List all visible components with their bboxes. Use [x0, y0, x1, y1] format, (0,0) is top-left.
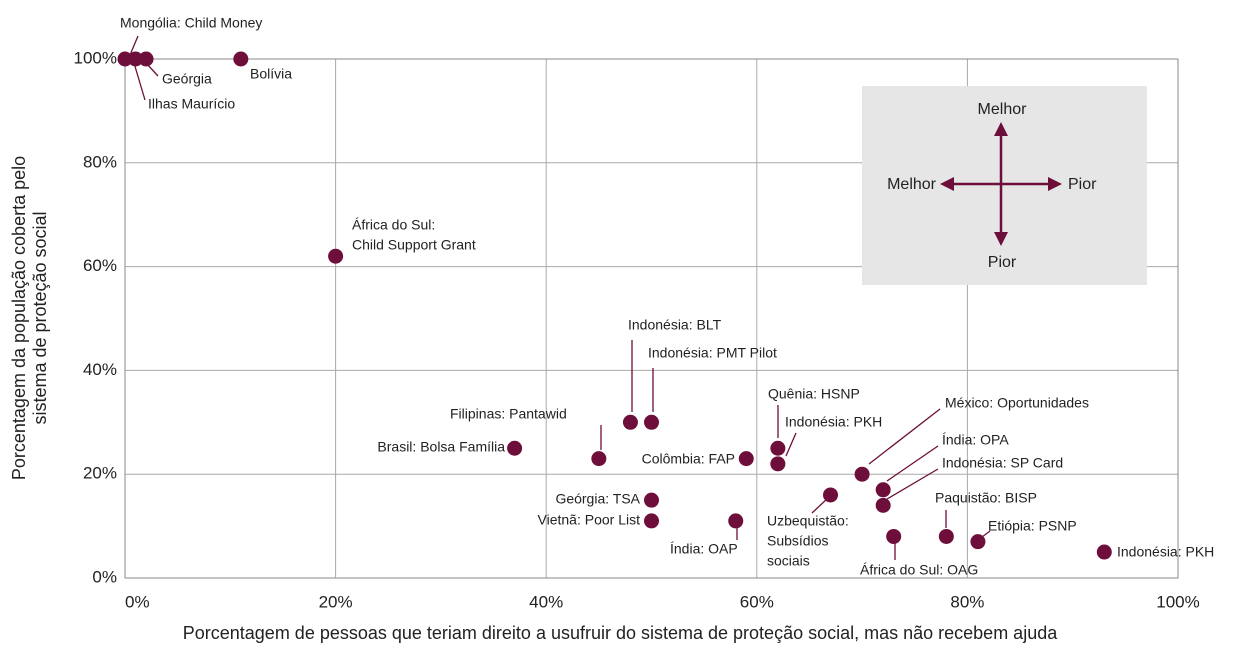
point-label: Colômbia: FAP: [642, 451, 735, 467]
x-tick-label: 100%: [1156, 592, 1199, 611]
arrow-head: [994, 232, 1008, 246]
y-tick-label: 60%: [83, 256, 117, 275]
leader-line: [886, 468, 939, 500]
point-label: Uzbequistão:: [767, 513, 849, 529]
point-label: África do Sul: OAG: [860, 562, 978, 578]
x-tick-label: 0%: [125, 592, 150, 611]
point: [770, 456, 786, 472]
leader-line: [129, 35, 139, 56]
y-axis-label: sistema de proteção social: [30, 211, 50, 424]
point: [117, 51, 133, 67]
point: [875, 482, 891, 498]
point-label: Paquistão: BISP: [935, 490, 1037, 506]
y-tick-label: 20%: [83, 464, 117, 483]
point-label: México: Oportunidades: [945, 395, 1089, 411]
point-label: Indonésia: BLT: [628, 317, 722, 333]
legend-down: Pior: [988, 254, 1017, 271]
point: [622, 414, 638, 430]
point: [875, 497, 891, 513]
point: [823, 487, 839, 503]
legend-left: Melhor: [887, 176, 937, 193]
leader-line: [886, 445, 939, 482]
point: [644, 492, 659, 508]
leader-line: [981, 530, 991, 538]
point-label: Geórgia: [162, 71, 212, 87]
leader-line: [868, 408, 941, 465]
point-label: Quênia: HSNP: [768, 386, 860, 402]
point-label: Indonésia: PMT Pilot: [648, 345, 777, 361]
legend-background: [862, 86, 1147, 285]
point-label: Child Support Grant: [352, 237, 476, 253]
x-axis-label: Porcentagem de pessoas que teriam direit…: [183, 623, 1058, 643]
point-label: Mongólia: Child Money: [120, 15, 262, 31]
y-tick-label: 40%: [83, 360, 117, 379]
leader-line: [785, 432, 797, 457]
leader-line: [811, 497, 829, 514]
point: [770, 440, 786, 456]
point: [128, 51, 144, 67]
x-tick-label: 20%: [319, 592, 353, 611]
point: [644, 513, 659, 529]
y-axis-label: Porcentagem da população coberta pelo: [9, 156, 29, 480]
point: [328, 248, 344, 264]
y-tick-label: 0%: [92, 567, 117, 586]
point-label: Indonésia: PKH: [1117, 544, 1214, 560]
point: [854, 466, 870, 482]
point-label: sociais: [767, 553, 810, 569]
x-tick-label: 40%: [529, 592, 563, 611]
arrow-head: [994, 122, 1008, 136]
point: [970, 534, 986, 550]
point: [591, 451, 607, 467]
y-tick-label: 80%: [83, 152, 117, 171]
point-label: Etiópia: PSNP: [988, 518, 1077, 534]
point-label: Índia: OAP: [670, 541, 738, 557]
x-tick-label: 60%: [740, 592, 774, 611]
legend-box: Melhor Pior Melhor Pior: [862, 86, 1147, 285]
point: [138, 51, 154, 67]
point-label: Brasil: Bolsa Família: [377, 439, 505, 455]
point-label: Indonésia: PKH: [785, 414, 882, 430]
arrow-head: [1048, 177, 1062, 191]
point-label: Índia: OPA: [942, 432, 1009, 448]
point-label: Ilhas Maurício: [148, 96, 235, 112]
legend-up: Melhor: [978, 101, 1028, 118]
point-label: Filipinas: Pantawid: [450, 406, 567, 422]
point: [644, 414, 659, 430]
point-label: África do Sul:: [352, 217, 435, 233]
point-label: Geórgia: TSA: [555, 491, 640, 507]
point: [507, 440, 523, 456]
point: [738, 451, 754, 467]
point: [886, 528, 902, 544]
x-tick-label: 80%: [950, 592, 984, 611]
point: [728, 513, 744, 529]
point: [1096, 544, 1112, 560]
arrow-head: [940, 177, 954, 191]
point-label: Bolívia: [250, 66, 292, 82]
leader-line: [133, 62, 146, 101]
point: [233, 51, 249, 67]
legend-right: Pior: [1068, 176, 1097, 193]
point: [938, 528, 954, 544]
point-label: Vietnã: Poor List: [538, 512, 641, 528]
point-label: Indonésia: SP Card: [942, 455, 1063, 471]
y-tick-label: 100%: [74, 48, 117, 67]
point-label: Subsídios: [767, 533, 828, 549]
plot-frame: [124, 58, 1179, 579]
